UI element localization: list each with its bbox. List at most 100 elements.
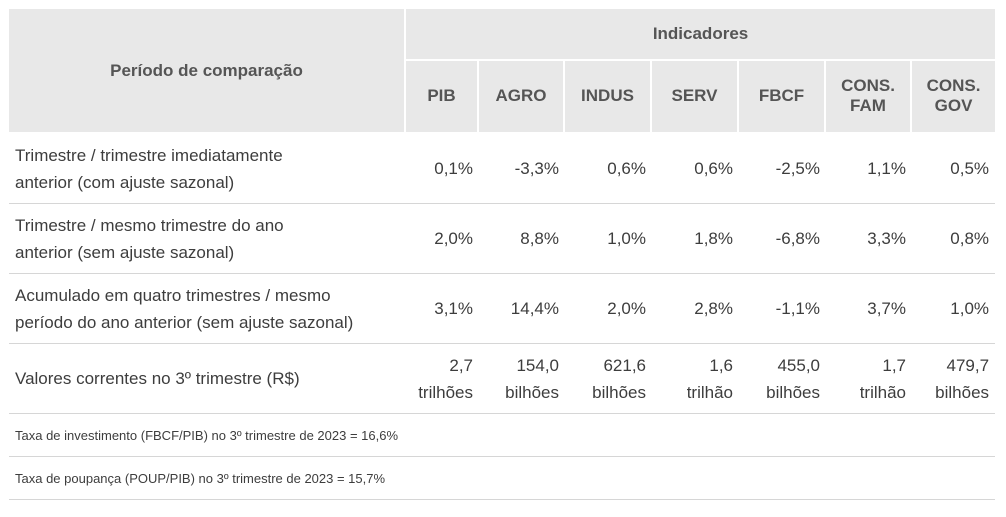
table-cell: 0,8% (912, 204, 996, 274)
cell-value: 8,8% (520, 229, 559, 248)
table-cell: 3,1% (406, 274, 479, 344)
table-row: Trimestre / trimestre imediatamente anter… (9, 134, 996, 204)
cell-value: -2,5% (775, 159, 820, 178)
cell-value: 1,8% (694, 229, 733, 248)
table-cell: 2,0% (565, 274, 652, 344)
table-cell: -6,8% (739, 204, 826, 274)
table-cell: 479,7 bilhões (912, 344, 996, 414)
row-label: Valores correntes no 3º trimestre (R$) (9, 344, 406, 414)
cell-value: bilhões (935, 382, 990, 402)
indicator-header: INDUS (565, 60, 652, 134)
row-label-text: anterior (sem ajuste sazonal) (15, 242, 235, 262)
table-cell: 1,0% (912, 274, 996, 344)
table-cell: 3,3% (826, 204, 912, 274)
table-cell: 0,5% (912, 134, 996, 204)
table-cell: 154,0 bilhões (479, 344, 565, 414)
indicator-header-text: FBCF (758, 86, 805, 106)
table-cell: 8,8% (479, 204, 565, 274)
cell-value: bilhões (505, 382, 559, 402)
table-cell: -2,5% (739, 134, 826, 204)
table-cell: 455,0 bilhões (739, 344, 826, 414)
row-label-text: Valores correntes no 3º trimestre (R$) (15, 369, 300, 388)
indicator-header-text: FAM (850, 96, 886, 116)
cell-value: 0,5% (950, 159, 990, 178)
indicator-header-text: CONS. (926, 76, 981, 96)
table-cell: 2,0% (406, 204, 479, 274)
indicator-header: AGRO (479, 60, 565, 134)
table-row: Valores correntes no 3º trimestre (R$) 2,… (9, 344, 996, 414)
row-label-text: Trimestre / trimestre imediatamente (15, 145, 283, 165)
cell-value: 1,7 (882, 355, 906, 375)
cell-value: 14,4% (510, 299, 559, 318)
table-cell: 0,6% (565, 134, 652, 204)
table-cell: 621,6 bilhões (565, 344, 652, 414)
indicator-header: FBCF (739, 60, 826, 134)
cell-value: 3,7% (867, 299, 906, 318)
cell-value: 0,8% (950, 229, 990, 248)
indicator-header-row: PIB AGRO INDUS SERV FBCF CONS. FAM CONS. GOV (9, 60, 996, 134)
indicator-header: CONS. FAM (826, 60, 912, 134)
cell-value: 0,6% (694, 159, 733, 178)
table-cell: 1,0% (565, 204, 652, 274)
indicators-group-header: Indicadores (406, 9, 996, 61)
cell-value: 455,0 (777, 355, 820, 375)
indicators-table: Período de comparação Indicadores PIB AGR… (9, 9, 996, 500)
cell-value: 2,0% (434, 229, 473, 248)
note-text: Taxa de investimento (FBCF/PIB) no 3º tr… (9, 414, 996, 457)
cell-value: -6,8% (775, 229, 820, 248)
cell-value: 1,6 (709, 355, 733, 375)
cell-value: 1,1% (867, 159, 906, 178)
table-body: Trimestre / trimestre imediatamente anter… (9, 134, 996, 500)
cell-value: bilhões (766, 382, 820, 402)
note-text: Taxa de poupança (POUP/PIB) no 3º trimes… (9, 457, 996, 500)
indicator-header-text: CONS. (841, 76, 895, 96)
cell-value: 479,7 (946, 355, 990, 375)
cell-value: -3,3% (514, 159, 559, 178)
cell-value: 621,6 (603, 355, 646, 375)
row-label-text: anterior (com ajuste sazonal) (15, 172, 235, 192)
row-label: Trimestre / trimestre imediatamente anter… (9, 134, 406, 204)
cell-value: trilhão (859, 382, 906, 402)
cell-value: 154,0 (516, 355, 559, 375)
cell-value: trilhão (686, 382, 733, 402)
table-row: Acumulado em quatro trimestres / mesmo pe… (9, 274, 996, 344)
cell-value: 3,1% (434, 299, 473, 318)
table-cell: 1,6 trilhão (652, 344, 739, 414)
table-row: Trimestre / mesmo trimestre do ano anteri… (9, 204, 996, 274)
indicator-header: SERV (652, 60, 739, 134)
note-row: Taxa de investimento (FBCF/PIB) no 3º tr… (9, 414, 996, 457)
table-cell: 14,4% (479, 274, 565, 344)
table-cell: 0,1% (406, 134, 479, 204)
cell-value: 0,6% (607, 159, 646, 178)
indicator-header-text: GOV (934, 96, 973, 116)
table-cell: 2,7 trilhões (406, 344, 479, 414)
indicator-header-text: PIB (427, 86, 456, 106)
row-label-text: Acumulado em quatro trimestres / mesmo (15, 285, 331, 305)
indicator-header: PIB (406, 60, 479, 134)
cell-value: 2,0% (607, 299, 646, 318)
table-cell: 0,6% (652, 134, 739, 204)
cell-value: 1,0% (950, 299, 990, 318)
cell-value: 3,3% (867, 229, 906, 248)
cell-value: 0,1% (434, 159, 473, 178)
table-cell: 1,7 trilhão (826, 344, 912, 414)
indicator-header: CONS. GOV (912, 60, 996, 134)
row-label: Acumulado em quatro trimestres / mesmo pe… (9, 274, 406, 344)
cell-value: 2,7 (449, 355, 473, 375)
note-row: Taxa de poupança (POUP/PIB) no 3º trimes… (9, 457, 996, 500)
cell-value: trilhões (418, 382, 473, 402)
cell-value: bilhões (592, 382, 646, 402)
row-label: Trimestre / mesmo trimestre do ano anteri… (9, 204, 406, 274)
indicator-header-text: AGRO (495, 86, 547, 106)
indicator-header-text: SERV (671, 86, 718, 106)
table-cell: 2,8% (652, 274, 739, 344)
table-cell: -3,3% (479, 134, 565, 204)
cell-value: 2,8% (694, 299, 733, 318)
table-cell: 1,1% (826, 134, 912, 204)
period-header: Período de comparação (9, 9, 406, 134)
indicator-header-text: INDUS (581, 86, 634, 106)
cell-value: -1,1% (775, 299, 820, 318)
row-label-text: período do ano anterior (sem ajuste sazo… (15, 312, 354, 332)
table-cell: 1,8% (652, 204, 739, 274)
cell-value: 1,0% (607, 229, 646, 248)
